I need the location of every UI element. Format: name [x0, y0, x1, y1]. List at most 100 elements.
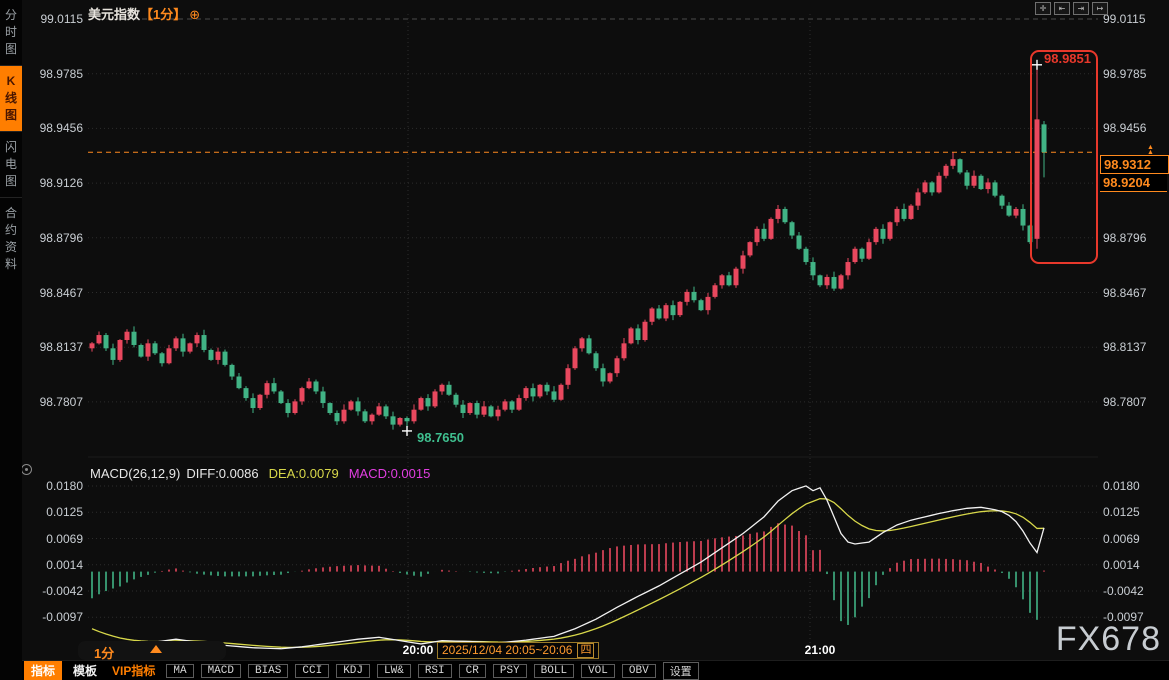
toolbar-tab-PSY[interactable]: PSY [492, 663, 527, 678]
candle[interactable] [509, 400, 515, 414]
candle[interactable] [558, 383, 564, 401]
candle[interactable] [754, 226, 760, 246]
candle[interactable] [299, 386, 305, 405]
axis-shift-icon[interactable]: ↦ [1092, 2, 1108, 15]
candle[interactable] [670, 300, 676, 321]
candle[interactable] [901, 203, 907, 222]
candle[interactable] [733, 266, 739, 288]
candle[interactable] [614, 355, 620, 377]
candle[interactable] [474, 400, 480, 419]
toolbar-tab-指标[interactable]: 指标 [24, 661, 63, 680]
candle[interactable] [348, 399, 354, 411]
candle[interactable] [369, 413, 375, 425]
candle[interactable] [628, 326, 634, 345]
candle[interactable] [705, 292, 711, 315]
candle[interactable] [201, 329, 207, 353]
candle[interactable] [166, 344, 172, 365]
candle[interactable] [887, 221, 893, 241]
sidebar-item-time-share[interactable]: 分时图 [4, 8, 17, 56]
candle[interactable] [880, 224, 886, 244]
candle[interactable] [439, 383, 445, 395]
candle[interactable] [796, 232, 802, 250]
candle[interactable] [845, 258, 851, 280]
candle[interactable] [782, 206, 788, 224]
candle[interactable] [719, 273, 725, 289]
candle[interactable] [712, 283, 718, 299]
candle[interactable] [978, 174, 984, 191]
candle[interactable] [922, 180, 928, 195]
candle[interactable] [1006, 202, 1012, 217]
candle[interactable] [208, 348, 214, 361]
candle[interactable] [124, 329, 130, 344]
candle[interactable] [1034, 62, 1040, 249]
candle[interactable] [334, 410, 340, 425]
candle[interactable] [586, 334, 592, 355]
candle[interactable] [817, 274, 823, 288]
candle[interactable] [110, 343, 116, 365]
sidebar-item-contract-info[interactable]: 合约资料 [0, 197, 22, 280]
candle[interactable] [544, 382, 550, 396]
candle[interactable] [635, 324, 641, 345]
candle[interactable] [432, 389, 438, 409]
candle[interactable] [453, 392, 459, 408]
candle[interactable] [138, 343, 144, 358]
period-selector[interactable]: 1分 [94, 646, 115, 661]
candle[interactable] [971, 170, 977, 189]
candle[interactable] [502, 399, 508, 412]
candle[interactable] [411, 404, 417, 424]
candle[interactable] [1041, 121, 1047, 178]
candle[interactable] [579, 337, 585, 352]
candle[interactable] [684, 289, 690, 306]
candle[interactable] [243, 386, 249, 401]
candle[interactable] [929, 181, 935, 196]
candle[interactable] [250, 393, 256, 414]
candle[interactable] [537, 383, 543, 399]
toolbar-tab-MACD[interactable]: MACD [200, 663, 241, 678]
candle[interactable] [425, 394, 431, 411]
candle[interactable] [306, 378, 312, 390]
toolbar-tab-LW&[interactable]: LW& [377, 663, 411, 678]
candle[interactable] [999, 194, 1005, 209]
axis-zoom-in-icon[interactable]: ⇤ [1054, 2, 1070, 15]
candle[interactable] [89, 342, 95, 352]
candle[interactable] [215, 347, 221, 365]
candle[interactable] [747, 241, 753, 258]
candle[interactable] [292, 399, 298, 415]
candle[interactable] [908, 204, 914, 220]
candle[interactable] [117, 339, 123, 362]
candle[interactable] [362, 409, 368, 423]
candle[interactable] [950, 152, 956, 170]
candle[interactable] [649, 307, 655, 326]
candle[interactable] [271, 377, 277, 394]
candle[interactable] [726, 271, 732, 287]
macd-pane-toggle-icon[interactable] [21, 464, 32, 475]
candle[interactable] [607, 372, 613, 384]
candle[interactable] [355, 397, 361, 416]
candle[interactable] [957, 158, 963, 175]
toolbar-tab-VOL[interactable]: VOL [581, 663, 615, 678]
candle[interactable] [985, 178, 991, 194]
candle[interactable] [495, 405, 501, 421]
toolbar-tab-RSI[interactable]: RSI [417, 663, 452, 678]
candle[interactable] [187, 342, 193, 354]
candle[interactable] [775, 204, 781, 224]
candle[interactable] [691, 286, 697, 303]
toolbar-tab-CR[interactable]: CR [458, 663, 486, 678]
candle[interactable] [1013, 206, 1019, 219]
candle[interactable] [600, 363, 606, 387]
candle[interactable] [852, 246, 858, 264]
candle[interactable] [180, 333, 186, 357]
candle[interactable] [257, 393, 263, 410]
candle[interactable] [341, 404, 347, 424]
candle[interactable] [229, 363, 235, 380]
candle[interactable] [565, 364, 571, 390]
candle[interactable] [285, 399, 291, 418]
toolbar-tab-MA[interactable]: MA [166, 663, 194, 678]
candle[interactable] [152, 341, 158, 355]
candle[interactable] [320, 386, 326, 409]
toolbar-tab-模板[interactable]: 模板 [73, 664, 98, 678]
candle[interactable] [894, 206, 900, 226]
candle[interactable] [642, 319, 648, 342]
candle[interactable] [838, 273, 844, 290]
